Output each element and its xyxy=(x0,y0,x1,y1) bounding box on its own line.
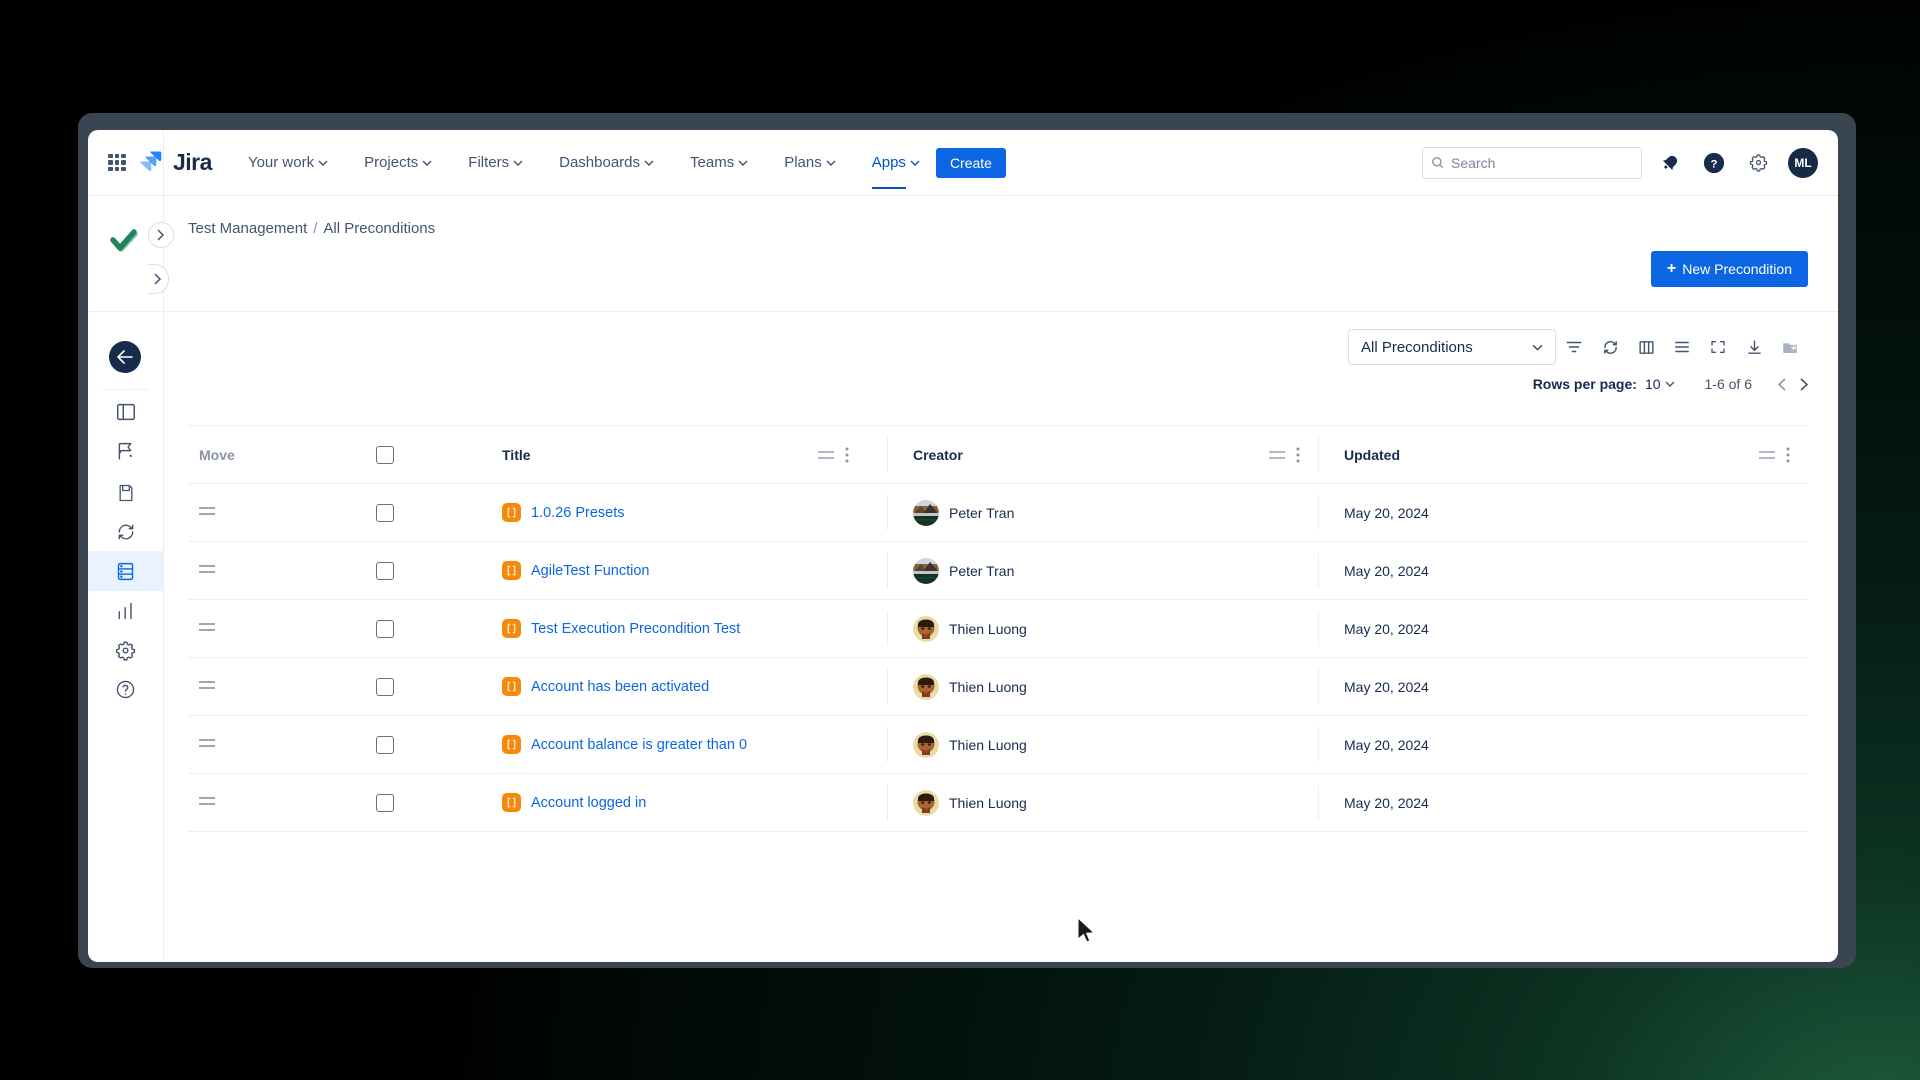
svg-text:?: ? xyxy=(1711,158,1718,170)
